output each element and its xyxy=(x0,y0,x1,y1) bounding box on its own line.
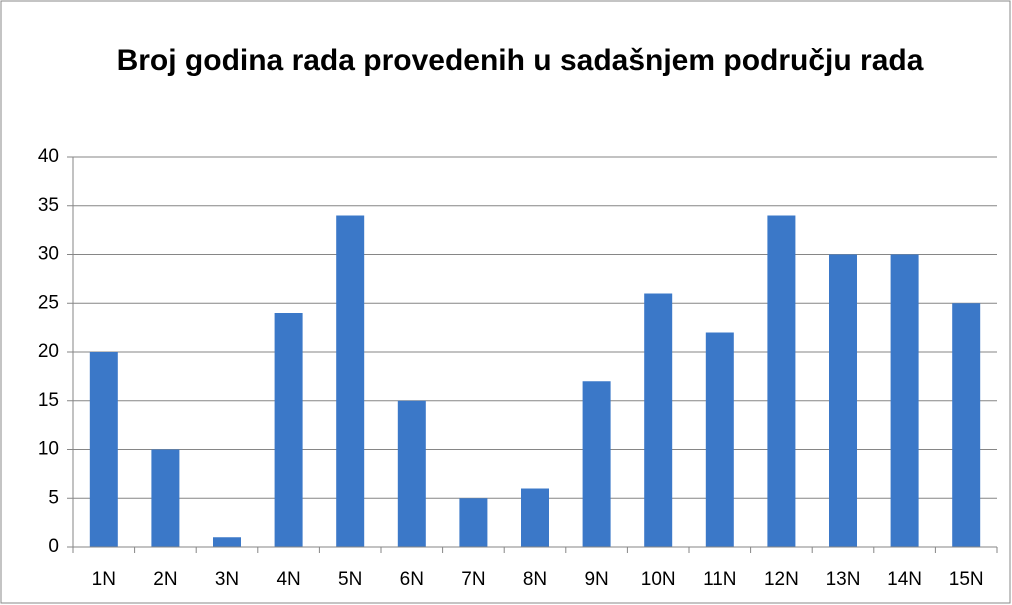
bar xyxy=(767,215,796,547)
bar xyxy=(213,537,241,547)
bar xyxy=(521,488,549,547)
bar xyxy=(952,303,981,547)
x-tick-label: 14N xyxy=(887,569,922,590)
y-tick-label: 20 xyxy=(38,341,59,362)
chart-title: Broj godina rada provedenih u sadašnjem … xyxy=(116,44,924,77)
x-tick-label: 2N xyxy=(153,569,177,590)
bar xyxy=(397,400,426,547)
bar xyxy=(459,498,488,547)
x-tick-label: 7N xyxy=(461,569,485,590)
x-tick-label: 5N xyxy=(338,569,362,590)
y-tick-label: 35 xyxy=(38,195,59,216)
y-tick-label: 10 xyxy=(38,439,59,460)
x-tick-label: 10N xyxy=(641,569,676,590)
y-tick-label: 25 xyxy=(38,292,59,313)
y-tick-label: 30 xyxy=(38,244,59,265)
bar xyxy=(644,293,673,547)
bar xyxy=(705,332,734,547)
x-tick-label: 11N xyxy=(703,569,736,590)
bar xyxy=(582,381,611,547)
y-tick-label: 40 xyxy=(38,146,59,167)
x-tick-label: 9N xyxy=(584,569,608,590)
x-tick-label: 3N xyxy=(215,569,239,590)
bar xyxy=(274,313,303,547)
y-tick-label: 0 xyxy=(48,536,59,557)
x-tick-label: 8N xyxy=(523,569,547,590)
y-tick-label: 15 xyxy=(38,390,59,411)
x-tick-label: 1N xyxy=(92,569,116,590)
bar xyxy=(829,254,857,547)
x-tick-label: 4N xyxy=(276,569,300,590)
bar xyxy=(89,352,118,547)
x-tick-label: 6N xyxy=(400,569,424,590)
y-tick-label: 5 xyxy=(48,487,59,508)
x-tick-label: 13N xyxy=(826,569,861,590)
x-tick-label: 12N xyxy=(764,569,799,590)
x-tick-label: 15N xyxy=(949,569,984,590)
bar xyxy=(151,449,180,547)
bar xyxy=(336,215,365,547)
bar xyxy=(890,254,919,547)
